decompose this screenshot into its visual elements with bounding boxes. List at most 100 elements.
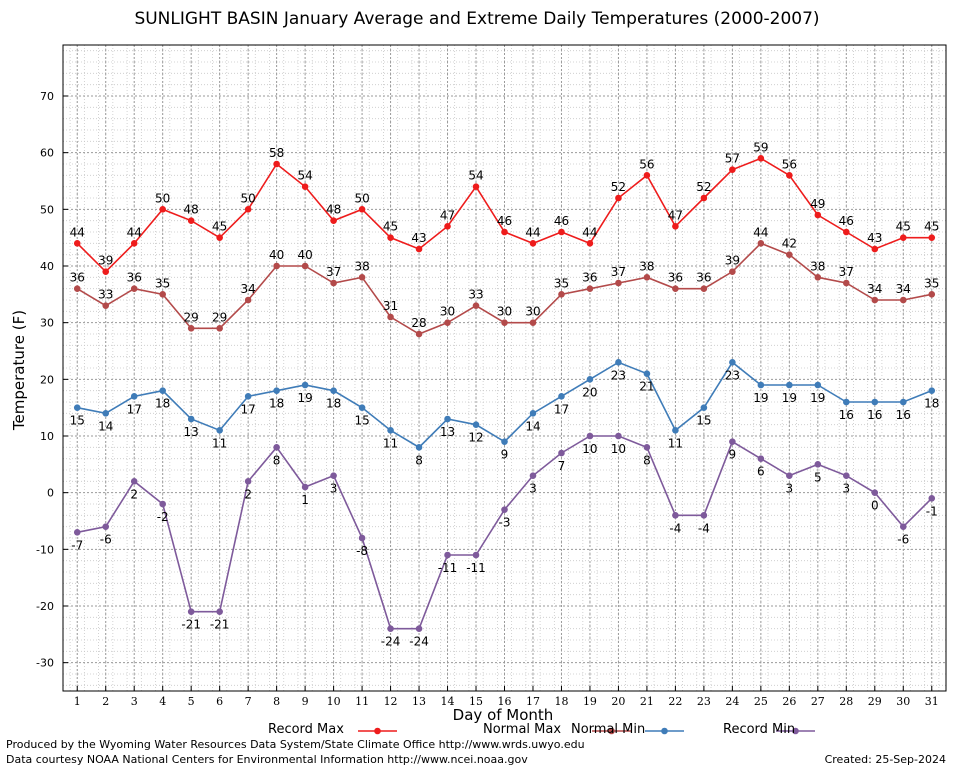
data-point <box>615 359 622 366</box>
data-point <box>273 387 280 394</box>
footer-produced-by: Produced by the Wyoming Water Resources … <box>6 738 585 751</box>
data-label: -24 <box>381 635 401 649</box>
data-point <box>330 387 337 394</box>
data-label: 17 <box>554 402 569 416</box>
data-label: 3 <box>842 482 850 496</box>
data-label: 59 <box>753 140 768 154</box>
x-tick-label: 30 <box>896 695 910 708</box>
data-point <box>444 223 451 230</box>
data-label: 9 <box>729 448 737 462</box>
data-point <box>187 608 195 615</box>
series-normal-min: 15 14 17 18 13 11 17 18 19 18 15 11 8 13 12 9 14 17 20 23 21… <box>70 359 939 467</box>
y-tick-label: 60 <box>40 147 54 160</box>
data-label: 35 <box>155 276 170 290</box>
data-label: -21 <box>181 618 201 632</box>
data-point <box>130 393 138 400</box>
data-point <box>843 228 850 236</box>
data-point <box>444 551 451 559</box>
data-point <box>472 421 480 428</box>
data-point <box>928 291 936 298</box>
data-label: 18 <box>155 397 170 411</box>
legend-swatch-marker <box>374 727 381 735</box>
data-label: 11 <box>212 436 227 450</box>
data-label: 2 <box>130 487 138 501</box>
data-label: 29 <box>184 310 199 324</box>
data-label: 48 <box>184 203 199 217</box>
data-label: 56 <box>639 157 654 171</box>
data-label: 36 <box>127 271 142 285</box>
data-point <box>899 296 907 304</box>
y-tick-label: 70 <box>40 90 54 103</box>
data-label: 47 <box>440 208 455 222</box>
data-label: 46 <box>497 214 512 228</box>
data-point <box>786 472 793 479</box>
data-point <box>558 449 565 457</box>
y-tick-label: -20 <box>36 600 54 613</box>
data-point <box>558 393 565 400</box>
data-point <box>899 523 907 530</box>
data-point <box>700 512 708 519</box>
x-tick-label: 8 <box>273 695 280 708</box>
data-label: 39 <box>98 254 113 268</box>
data-label: 15 <box>354 414 369 428</box>
legend-label-normal-max: Normal Max <box>483 722 562 737</box>
data-label: 14 <box>525 419 540 433</box>
data-label: 37 <box>611 265 626 279</box>
data-point <box>814 381 822 389</box>
data-label: -11 <box>466 561 486 575</box>
data-point <box>387 625 394 632</box>
x-axis: 1 2 3 4 5 6 7 8 9 10 11 12 13 14 15 16 17 18 19 20 21 22 23 24 2… <box>74 686 939 708</box>
x-tick-label: 13 <box>412 695 426 708</box>
data-label: 19 <box>782 391 797 405</box>
data-point <box>615 279 622 287</box>
data-point <box>586 432 594 440</box>
data-point <box>187 217 195 224</box>
x-tick-label: 28 <box>839 695 853 708</box>
data-point <box>814 211 822 219</box>
x-tick-label: 4 <box>159 695 166 708</box>
data-point <box>330 472 337 479</box>
x-tick-label: 17 <box>526 695 540 708</box>
data-point <box>73 404 81 411</box>
data-point <box>244 393 252 400</box>
x-tick-label: 19 <box>583 695 597 708</box>
data-point <box>301 262 309 270</box>
x-tick-label: 15 <box>469 695 483 708</box>
data-point <box>387 234 394 241</box>
data-label: 3 <box>529 482 537 496</box>
data-label: 30 <box>440 305 455 319</box>
data-point <box>643 274 651 281</box>
y-tick-label: -10 <box>36 543 54 556</box>
x-tick-label: 2 <box>102 695 109 708</box>
data-label: 36 <box>668 271 683 285</box>
data-label: 18 <box>269 397 284 411</box>
footer-created: Created: 25-Sep-2024 <box>824 753 946 766</box>
data-point <box>586 285 594 292</box>
data-point <box>672 223 679 230</box>
x-tick-label: 3 <box>131 695 138 708</box>
data-point <box>102 268 110 275</box>
data-label: 45 <box>896 220 911 234</box>
data-point <box>187 325 195 332</box>
data-point <box>843 472 850 479</box>
data-point <box>273 444 280 451</box>
data-point <box>159 500 166 508</box>
data-label: 7 <box>558 459 566 473</box>
x-tick-label: 25 <box>754 695 768 708</box>
data-label: 10 <box>611 442 626 456</box>
data-label: 44 <box>753 225 768 239</box>
y-tick-label: 10 <box>40 430 54 443</box>
data-label: -24 <box>409 635 429 649</box>
data-point <box>73 240 81 247</box>
data-label: -2 <box>157 510 169 524</box>
data-label: 3 <box>330 482 338 496</box>
data-point <box>387 313 394 321</box>
data-point <box>757 155 765 162</box>
data-label: 9 <box>501 448 509 462</box>
data-label: 52 <box>611 180 626 194</box>
data-point <box>472 551 480 559</box>
data-label: 47 <box>668 208 683 222</box>
x-tick-label: 10 <box>327 695 341 708</box>
data-point <box>216 608 223 615</box>
data-label: 35 <box>554 276 569 290</box>
